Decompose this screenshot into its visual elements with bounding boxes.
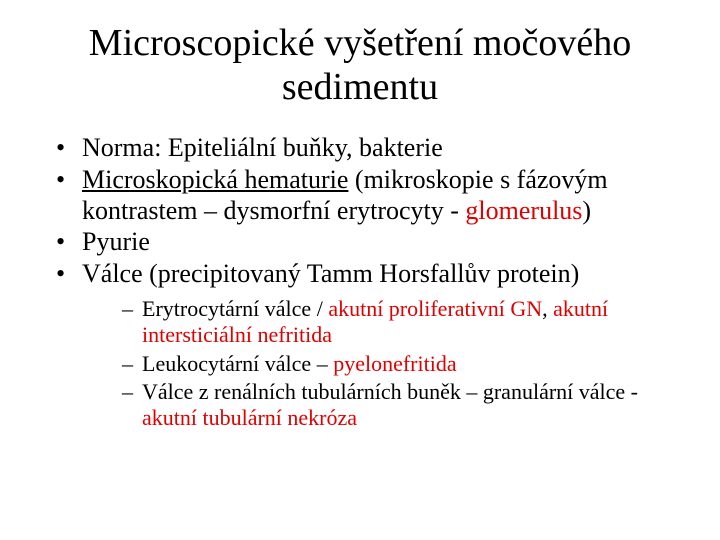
bullet-item: Microskopická hematurie (mikroskopie s f… — [56, 165, 672, 226]
sub-text: Válce z renálních tubulárních buněk – gr… — [142, 379, 638, 404]
sub-highlight: akutní tubulární nekróza — [142, 405, 357, 430]
bullet-item: Válce (precipitovaný Tamm Horsfallův pro… — [56, 259, 672, 432]
sub-item: Erytrocytární válce / akutní proliferati… — [122, 296, 672, 349]
sub-text: Leukocytární válce – — [142, 351, 333, 376]
bullet-highlight: glomerulus — [465, 196, 582, 225]
bullet-item: Norma: Epiteliální buňky, bakterie — [56, 133, 672, 164]
bullet-list: Norma: Epiteliální buňky, bakterie Micro… — [48, 133, 672, 431]
slide: Microscopické vyšetření močového sedimen… — [0, 0, 720, 540]
sub-text: , — [542, 296, 553, 321]
bullet-text: Válce (precipitovaný Tamm Horsfallův pro… — [82, 259, 579, 288]
sub-highlight: pyelonefritida — [333, 351, 456, 376]
bullet-item: Pyurie — [56, 227, 672, 258]
bullet-text: Norma: Epiteliální buňky, bakterie — [82, 133, 443, 162]
sub-text: Erytrocytární válce / — [142, 296, 328, 321]
slide-title: Microscopické vyšetření močového sedimen… — [48, 22, 672, 109]
sub-item: Válce z renálních tubulárních buněk – gr… — [122, 379, 672, 432]
sub-list: Erytrocytární válce / akutní proliferati… — [82, 296, 672, 432]
bullet-text: Pyurie — [82, 227, 150, 256]
bullet-underlined: Microskopická hematurie — [82, 165, 348, 194]
sub-item: Leukocytární válce – pyelonefritida — [122, 351, 672, 377]
bullet-text: ) — [582, 196, 591, 225]
sub-highlight: akutní proliferativní GN — [328, 296, 542, 321]
